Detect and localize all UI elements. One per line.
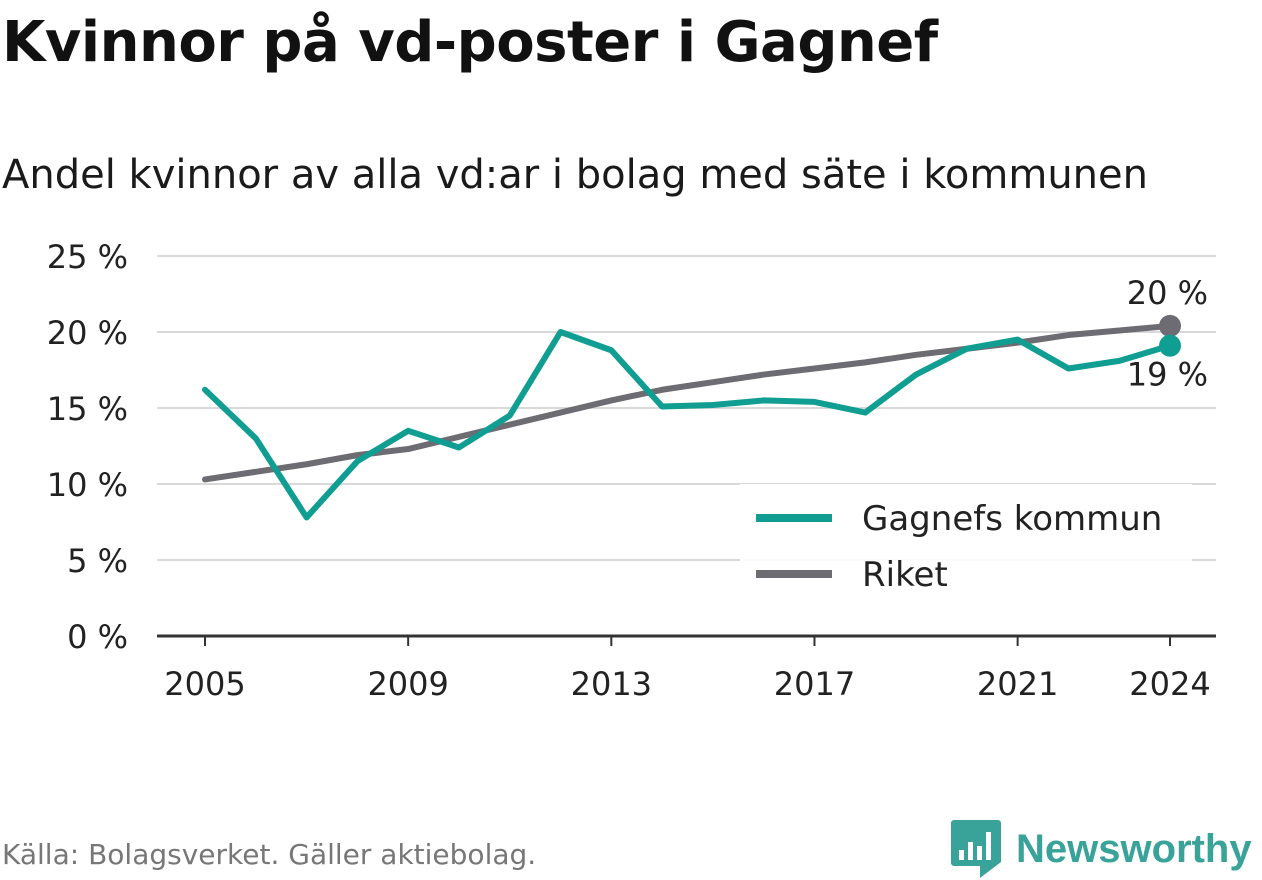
y-tick-label: 20 % bbox=[47, 314, 128, 352]
end-point-riket bbox=[1159, 314, 1181, 337]
brand-name: Newsworthy bbox=[1016, 826, 1252, 871]
end-label-riket: 20 % bbox=[1127, 274, 1208, 312]
x-tick-label: 2013 bbox=[571, 665, 652, 703]
newsworthy-logo-icon bbox=[951, 820, 1001, 878]
y-tick-label: 10 % bbox=[47, 466, 128, 504]
chart-subtitle: Andel kvinnor av alla vd:ar i bolag med … bbox=[2, 152, 1148, 198]
legend-box bbox=[740, 484, 1192, 602]
y-tick-label: 5 % bbox=[67, 542, 128, 580]
legend-item-riket-label: Riket bbox=[862, 555, 948, 595]
series-line-riket bbox=[202, 322, 1173, 483]
newsworthy-logo: Newsworthy bbox=[950, 818, 1252, 880]
y-tick-label: 15 % bbox=[47, 390, 128, 428]
end-label-gagnef: 19 % bbox=[1127, 356, 1208, 394]
y-tick-label: 0 % bbox=[67, 618, 128, 656]
x-tick-label: 2024 bbox=[1129, 665, 1210, 703]
end-point-gagnef bbox=[1159, 334, 1181, 357]
x-tick-label: 2009 bbox=[367, 665, 448, 703]
series-line-gagnef bbox=[202, 329, 1173, 521]
x-tick-label: 2017 bbox=[774, 665, 855, 703]
y-tick-label: 25 % bbox=[47, 238, 128, 276]
legend-item-gagnef-label: Gagnefs kommun bbox=[862, 499, 1162, 539]
source-note: Källa: Bolagsverket. Gäller aktiebolag. bbox=[2, 838, 537, 871]
chart-title: Kvinnor på vd-poster i Gagnef bbox=[2, 10, 938, 75]
x-tick-label: 2021 bbox=[977, 665, 1058, 703]
x-tick-label: 2005 bbox=[164, 665, 245, 703]
